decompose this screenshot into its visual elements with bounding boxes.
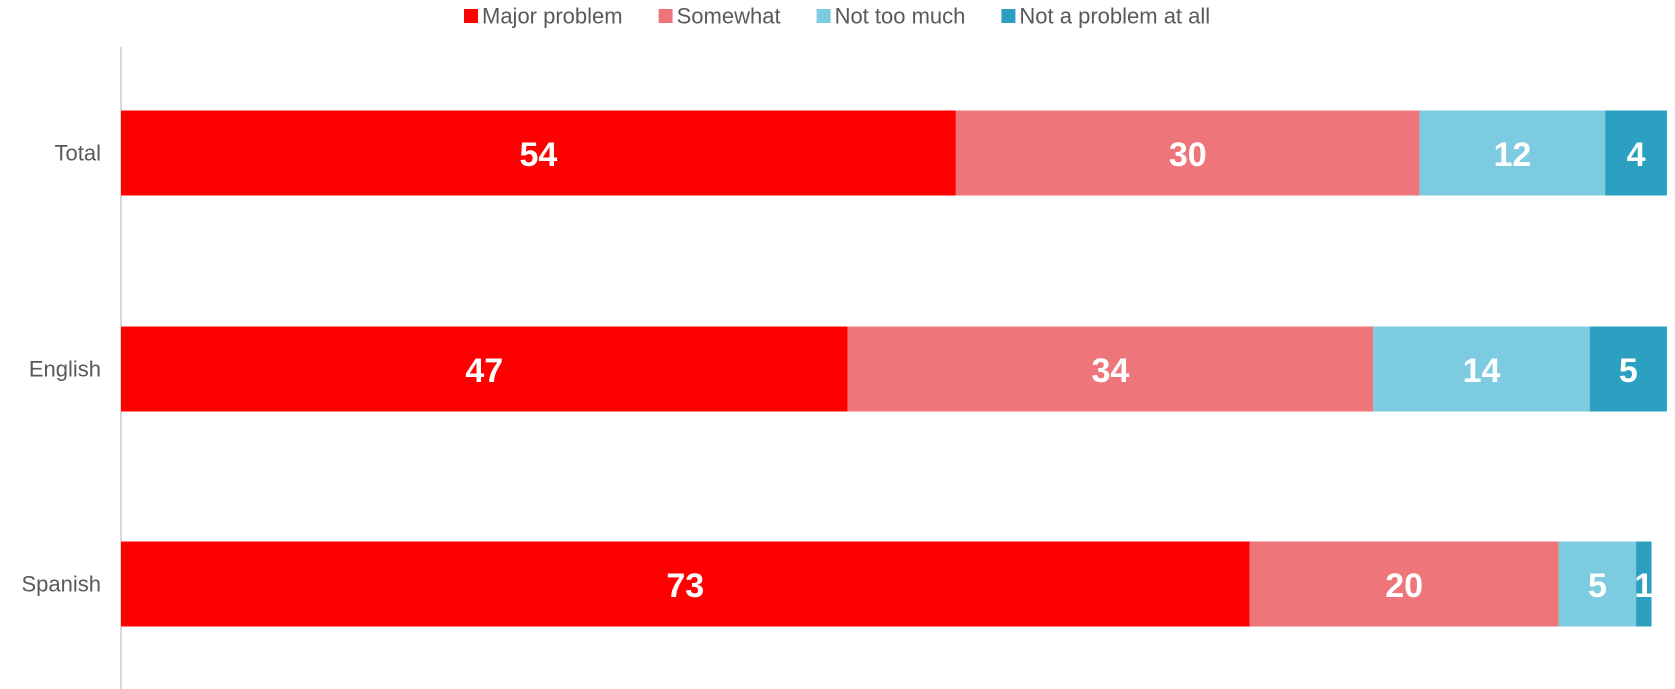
bar-total-somewhat xyxy=(955,110,1420,196)
legend-label-somewhat: Somewhat xyxy=(677,4,781,29)
legend-swatch-somewhat xyxy=(658,9,673,23)
legend-label-not-a-problem-at-all: Not a problem at all xyxy=(1019,4,1210,29)
data-label-total-somewhat: 30 xyxy=(1169,136,1207,174)
bar-spanish-not-a-problem-at-all xyxy=(1636,541,1652,627)
data-label-spanish-not-a-problem-at-all: 1 xyxy=(1634,567,1653,605)
data-label-english-not-too-much: 14 xyxy=(1463,352,1501,390)
legend-label-not-too-much: Not too much xyxy=(835,4,966,29)
legend-label-major-problem: Major problem xyxy=(482,4,623,29)
bars: 54 30 12 447 34 14 573 20 5 1 xyxy=(121,110,1667,627)
category-label-total: Total xyxy=(55,141,101,166)
data-label-spanish-not-too-much: 5 xyxy=(1588,567,1607,605)
legend: Major problem Somewhat Not too much Not a p… xyxy=(464,4,1210,29)
data-label-english-somewhat: 34 xyxy=(1092,352,1130,390)
data-label-english-major-problem: 47 xyxy=(465,352,503,390)
data-label-spanish-somewhat: 20 xyxy=(1385,567,1423,605)
category-labels: Total English Spanish xyxy=(21,141,101,597)
bar-english-somewhat xyxy=(847,326,1374,412)
category-label-spanish: Spanish xyxy=(21,572,101,597)
bar-total-not-too-much xyxy=(1419,110,1606,196)
bar-english-not-too-much xyxy=(1373,326,1590,412)
bar-spanish-somewhat xyxy=(1249,541,1559,627)
data-label-total-major-problem: 54 xyxy=(520,136,558,174)
data-label-total-not-a-problem-at-all: 4 xyxy=(1627,136,1646,174)
bar-spanish-not-too-much xyxy=(1558,541,1637,627)
bar-english-not-a-problem-at-all xyxy=(1589,326,1667,412)
data-label-total-not-too-much: 12 xyxy=(1493,136,1531,174)
bar-english-major-problem xyxy=(121,326,848,412)
legend-swatch-major-problem xyxy=(464,9,478,23)
category-label-english: English xyxy=(29,357,101,382)
data-label-spanish-major-problem: 73 xyxy=(666,567,704,605)
bar-spanish-major-problem xyxy=(121,541,1250,627)
legend-swatch-not-a-problem-at-all xyxy=(1001,9,1016,23)
bar-total-major-problem xyxy=(121,110,956,196)
data-label-english-not-a-problem-at-all: 5 xyxy=(1619,352,1638,390)
legend-swatch-not-too-much xyxy=(816,9,831,23)
bar-total-not-a-problem-at-all xyxy=(1605,110,1667,196)
